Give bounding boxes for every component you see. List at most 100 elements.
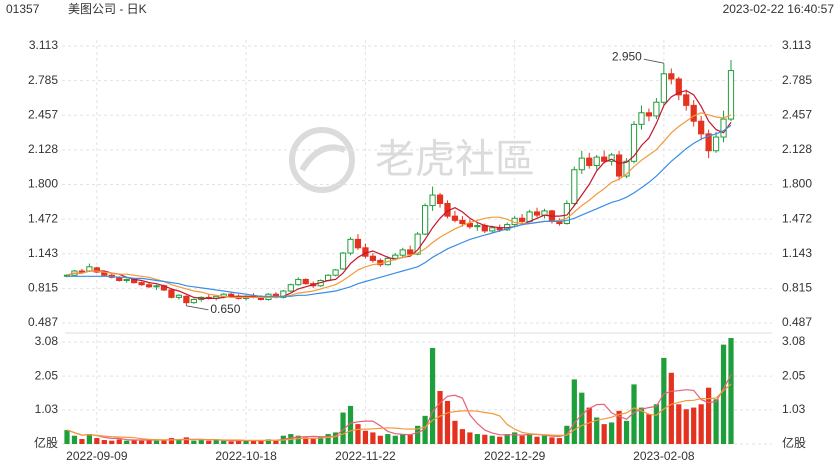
stock-code: 01357: [6, 2, 40, 16]
volume-bar: [362, 430, 369, 444]
candle-body: [369, 255, 376, 261]
candle-body: [78, 270, 86, 273]
y-tick-label: 亿股: [34, 435, 58, 450]
volume-bar: [325, 434, 331, 444]
y-tick-label: 2.05: [35, 368, 59, 382]
candle-body: [414, 233, 421, 255]
candle-body: [474, 225, 481, 228]
volume-bar: [698, 404, 704, 444]
volume-bar: [444, 400, 451, 444]
candle-body: [183, 295, 190, 304]
volume-bar: [176, 440, 182, 444]
candle-body: [660, 73, 667, 103]
volume-bar: [370, 432, 376, 444]
watermark-text: 老虎社區: [375, 138, 535, 182]
y-tick-label-right: 3.113: [782, 38, 811, 52]
volume-bar: [213, 440, 219, 444]
watermark-logo: [289, 127, 355, 193]
y-tick-label: 3.113: [29, 38, 58, 52]
volume-bar: [153, 440, 160, 444]
volume-bar: [71, 435, 78, 444]
candle-body: [287, 284, 294, 292]
candle-body: [339, 252, 347, 270]
volume-bar: [631, 384, 637, 444]
candle-body: [623, 160, 630, 177]
volume-bar: [623, 420, 630, 444]
volume-bar: [638, 407, 645, 444]
volume-bar: [228, 441, 234, 444]
candle-body: [399, 249, 406, 256]
volume-bar: [482, 434, 488, 444]
volume-bar: [467, 432, 473, 444]
candle-body: [541, 210, 548, 216]
y-tick-label: 1.472: [28, 211, 58, 225]
volume-ma-line: [66, 383, 732, 441]
volume-bar: [235, 440, 242, 444]
candle-body: [422, 205, 429, 235]
volume-bar: [459, 429, 466, 444]
volume-bar: [191, 440, 197, 444]
y-tick-label-right: 3.08: [782, 334, 806, 348]
volume-bar: [198, 440, 204, 444]
y-tick-label: 2.785: [28, 73, 58, 87]
candle-body: [727, 70, 735, 120]
volume-bar: [497, 436, 503, 444]
volume-bar: [265, 439, 272, 444]
candle-body: [466, 223, 473, 228]
volume-bar: [661, 357, 667, 444]
y-tick-label: 0.487: [28, 315, 58, 329]
volume-bar: [541, 435, 548, 444]
volume-bar: [109, 440, 115, 444]
y-tick-label-right: 0.487: [782, 315, 812, 329]
volume-bar: [347, 405, 354, 444]
y-tick-label-right: 2.457: [782, 107, 812, 121]
x-tick-label: 2022-10-18: [215, 449, 277, 463]
volume-bar: [131, 440, 137, 444]
volume-bar: [86, 434, 92, 444]
candle-body: [533, 211, 541, 216]
volume-bar: [526, 434, 533, 444]
candle-body: [608, 154, 615, 162]
candle-body: [586, 157, 593, 167]
volume-bar: [579, 392, 585, 444]
volume-bar: [429, 347, 436, 444]
annotation-label: 2.950: [612, 49, 642, 63]
volume-bar: [489, 435, 495, 444]
y-tick-label: 1.143: [28, 246, 58, 260]
y-tick-label: 2.128: [28, 142, 58, 156]
candle-body: [489, 227, 496, 232]
y-tick-label-right: 1.143: [782, 246, 812, 260]
volume-bar: [549, 437, 555, 444]
volume-bar: [168, 438, 175, 444]
volume-bar: [676, 404, 682, 444]
volume-bar: [64, 430, 70, 444]
y-tick-label-right: 1.03: [782, 402, 806, 416]
volume-bar: [586, 407, 592, 444]
volume-bar: [415, 425, 421, 444]
candle-body: [645, 112, 653, 117]
stock-name: 美图公司 - 日K: [68, 2, 147, 16]
candle-body: [683, 94, 690, 106]
volume-bar: [146, 439, 152, 444]
ma-line: [67, 124, 732, 297]
candle-body: [145, 284, 153, 288]
candle-body: [571, 169, 578, 204]
y-tick-label: 0.815: [28, 281, 58, 295]
candle-body: [153, 285, 160, 288]
watermark: 老虎社區: [289, 127, 535, 193]
candle-body: [698, 120, 705, 135]
volume-bar: [601, 424, 607, 444]
annotation-leader: [643, 58, 664, 64]
volume-bar: [116, 439, 122, 444]
volume-bar: [609, 422, 615, 444]
volume-bar: [101, 440, 107, 444]
candle-body: [429, 194, 436, 207]
volume-bar: [310, 439, 316, 444]
volume-bar: [571, 379, 577, 444]
candle-body: [459, 219, 466, 225]
candle-body: [518, 217, 526, 222]
candle-body: [653, 101, 660, 117]
volume-bar: [422, 415, 428, 444]
volume-bar: [594, 417, 600, 444]
